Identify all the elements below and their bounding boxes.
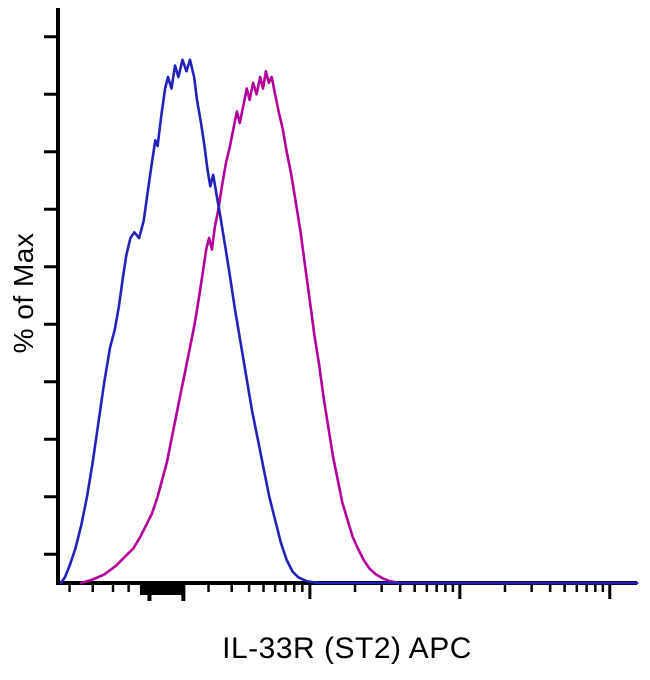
x-axis-label: IL-33R (ST2) APC	[222, 632, 472, 665]
blue-curve	[59, 58, 639, 585]
magenta-curve	[79, 70, 639, 585]
y-axis-label: % of Max	[8, 232, 39, 354]
